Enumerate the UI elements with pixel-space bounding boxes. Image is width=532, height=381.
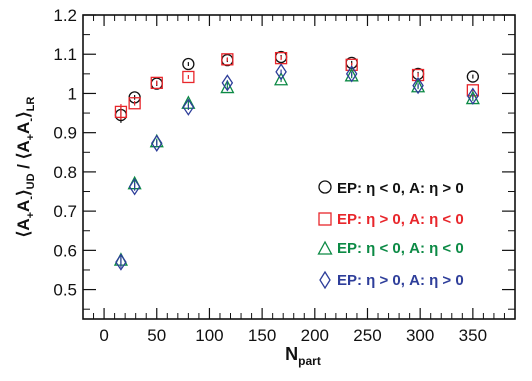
y-axis-title-part: - [25,118,37,122]
y-axis-title-part: ⟩ [14,189,33,196]
data-point-diamond [182,98,195,116]
axis-ticks [83,14,515,319]
x-tick-label: 250 [353,326,381,345]
data-point-square [182,70,195,84]
data-point-diamond [275,63,287,81]
data-points [113,50,480,271]
x-tick-label: 0 [99,326,108,345]
x-axis-title-main: N [285,344,298,364]
y-tick-label: 1.2 [53,6,77,25]
y-axis-title-part: + [25,212,37,218]
legend-marker-triangle [317,240,333,255]
y-axis-title-part: - [25,196,37,200]
data-point-circle [466,70,480,83]
y-tick-label: 0.6 [53,241,77,260]
data-point-triangle [410,78,426,93]
legend-marker-diamond [319,270,331,290]
legend: EP: η < 0, A: η > 0 EP: η > 0, A: η < 0 … [317,180,464,290]
x-tick-label: 150 [248,326,276,345]
y-axis-title-part: ⟩ [14,111,33,118]
legend-label: EP: η > 0, A: η > 0 [337,272,464,289]
y-axis-title-part: ⟨A [14,218,33,237]
y-axis-title-part: A [14,200,33,212]
axis-tick-labels: 0 50 100 150 200 250 300 350 0.5 0.6 0.7 0.8 0.9 1 1.1… [53,6,487,345]
data-point-diamond [345,65,358,83]
y-axis-title-part: / ⟨A [14,140,33,173]
data-point-square [221,53,234,66]
data-point-square [150,76,163,90]
legend-marker-circle [318,180,332,194]
data-point-square [128,97,141,110]
y-tick-label: 0.9 [53,124,77,143]
y-tick-label: 0.5 [53,281,77,300]
x-tick-label: 300 [406,326,434,345]
legend-label: EP: η < 0, A: η > 0 [337,180,464,197]
legend-item: EP: η > 0, A: η < 0 [318,211,464,228]
data-point-diamond [128,178,141,196]
legend-label: EP: η < 0, A: η < 0 [337,240,464,257]
y-axis-title: ⟨A+A-⟩UD / ⟨A+A-⟩LR [14,97,37,238]
x-tick-label: 200 [301,326,329,345]
legend-item: EP: η < 0, A: η < 0 [317,240,464,257]
data-point-diamond [467,87,479,105]
data-point-circle [182,57,195,71]
y-tick-label: 0.8 [53,163,77,182]
legend-marker-square [318,212,332,226]
y-axis-title-part: A [14,122,33,134]
x-tick-label: 350 [459,326,487,345]
x-axis-title: Npart [285,344,321,368]
data-point-triangle [274,71,289,86]
data-point-diamond [412,76,424,95]
data-point-square [114,105,128,119]
y-tick-label: 1.1 [53,45,77,64]
y-tick-label: 1 [68,84,77,103]
x-axis-title-subscript: part [298,354,321,368]
legend-item: EP: η > 0, A: η > 0 [319,270,464,290]
plot-frame [82,14,516,320]
data-point-diamond [221,74,234,92]
y-axis-title-part: UD [25,173,37,189]
data-point-diamond [150,134,163,152]
y-axis-title-part: LR [25,97,37,112]
data-point-diamond [115,253,127,271]
legend-item: EP: η < 0, A: η > 0 [318,180,464,197]
x-tick-label: 100 [195,326,223,345]
y-tick-label: 0.7 [53,202,77,221]
x-tick-label: 50 [147,326,166,345]
y-axis-title-part: + [25,134,37,140]
legend-label: EP: η > 0, A: η < 0 [337,211,464,228]
